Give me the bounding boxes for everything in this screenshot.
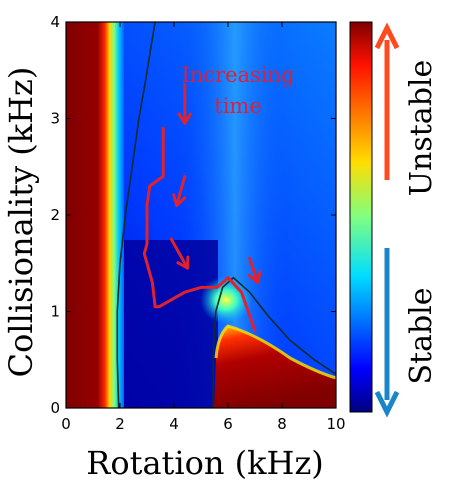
x-tick-label: 6 <box>223 415 233 433</box>
unstable-arrow <box>374 22 400 180</box>
x-tick-label: 0 <box>61 415 71 433</box>
annotation-line-1: Increasing <box>181 63 294 87</box>
x-tick-label: 4 <box>169 415 179 433</box>
time-arrow-3 <box>169 237 190 270</box>
y-tick-label: 0 <box>50 399 60 417</box>
time-trajectory <box>142 126 257 333</box>
y-tick-label: 4 <box>50 13 60 31</box>
time-trajectory-group <box>142 83 262 333</box>
x-tick-label: 2 <box>115 415 125 433</box>
axis-ticks: 0 2 4 6 8 10 0 1 2 3 4 <box>50 13 345 433</box>
annotation-line-2: time <box>214 94 262 118</box>
unstable-left-band-region <box>66 22 124 408</box>
x-tick-label: 8 <box>277 415 287 433</box>
time-arrow-4 <box>247 256 262 285</box>
y-axis-label: Collisionality (kHz) <box>2 67 40 378</box>
stable-arrow <box>374 248 400 418</box>
y-tick-label: 1 <box>50 303 60 321</box>
heatmap-plot <box>66 22 336 408</box>
boundary-contour-right <box>212 276 336 408</box>
y-tick-label: 3 <box>50 110 60 128</box>
x-axis-label: Rotation (kHz) <box>86 444 324 482</box>
stability-boundary-contours <box>116 22 336 408</box>
colorbar-label-unstable: Unstable <box>404 60 439 197</box>
colorbar <box>349 21 373 413</box>
lower-right-fringe <box>214 324 336 380</box>
y-tick-label: 2 <box>50 206 60 224</box>
unstable-lower-right-region <box>214 326 336 408</box>
time-arrow-1 <box>177 83 193 125</box>
boundary-contour-left <box>116 22 156 408</box>
x-tick-label: 10 <box>326 415 345 433</box>
time-arrow-2 <box>172 174 187 207</box>
deep-stable-pocket <box>118 240 218 408</box>
colorbar-label-stable: Stable <box>404 287 439 384</box>
